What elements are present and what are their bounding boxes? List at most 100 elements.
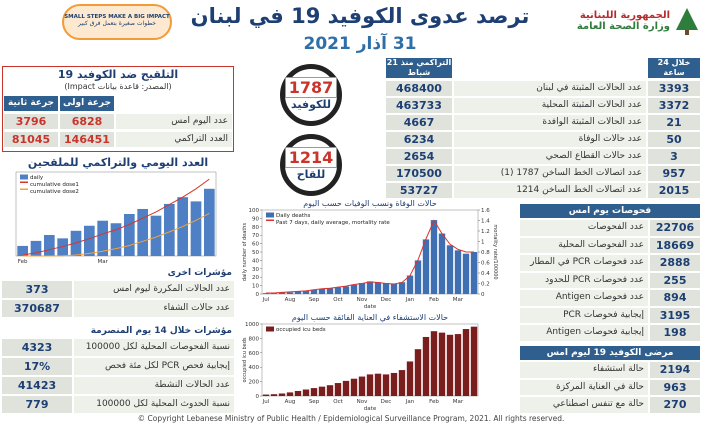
bar	[438, 332, 446, 396]
bar	[262, 293, 270, 294]
row-label: إيجابية فحص PCR لكل مئة فحص	[74, 358, 234, 375]
bar	[286, 292, 294, 294]
y2-tick-label: 0.6	[481, 261, 490, 267]
column-header: جرعة اولى	[60, 96, 114, 111]
bar	[422, 239, 430, 294]
bar	[390, 372, 398, 396]
row-label: عدد الحالات المثبتة المحلية	[454, 98, 646, 113]
x-axis-label: date	[364, 304, 377, 310]
bar	[366, 374, 374, 396]
cumulative-value: 463733	[386, 98, 452, 113]
x-tick-label: Mar	[97, 259, 108, 265]
bar	[318, 288, 326, 294]
bar	[204, 188, 215, 256]
row-label: إيجابية فحوصات Antigen	[520, 325, 648, 341]
cedar-logo	[676, 8, 698, 35]
daily-value: 50	[648, 132, 700, 147]
x-tick-label: Feb	[429, 399, 439, 405]
bar	[350, 378, 358, 396]
row-label: عدد اتصالات الخط الساخن 1214	[454, 183, 646, 198]
cumulative-value: 468400	[386, 81, 452, 96]
cumulative-value: 53727	[386, 183, 452, 198]
bar	[462, 329, 470, 396]
bar	[286, 392, 294, 396]
y-tick-label: 400	[249, 365, 260, 371]
daily-value: 3393	[648, 81, 700, 96]
bar	[278, 292, 286, 294]
row-label: عدد حالات الشفاء	[74, 300, 234, 317]
y-tick-label: 60	[252, 242, 259, 248]
row-label: عدد الفحوصات المحلية	[520, 237, 648, 253]
dose2-value: 3796	[4, 114, 58, 129]
bar	[310, 289, 318, 294]
y-tick-label: 80	[252, 225, 259, 231]
legend-swatch	[266, 219, 274, 221]
chart-title: حالات الوفاة ونسب الوفيات حسب اليوم	[303, 199, 437, 208]
page-title: ترصد عدوى الكوفيد 19 في لبنان	[190, 4, 530, 28]
legend-label: daily	[30, 175, 44, 181]
y-tick-label: 40	[252, 258, 259, 264]
cumulative-value: 170500	[386, 166, 452, 181]
x-tick-label: Mar	[453, 399, 464, 405]
bar	[422, 336, 430, 396]
y-tick-label: 800	[249, 336, 260, 342]
row-value: 779	[2, 396, 72, 413]
x-tick-label: Dec	[381, 297, 392, 303]
cumulative-value: 4667	[386, 115, 452, 130]
dose2-value: 81045	[4, 132, 58, 147]
x-tick-label: Feb	[18, 259, 28, 265]
bar	[326, 385, 334, 396]
x-tick-label: Jul	[262, 399, 270, 405]
column-header: جرعة ثانية	[4, 96, 58, 111]
row-label: عدد حالات الوفاة	[454, 132, 646, 147]
plot-area	[261, 323, 479, 397]
vaccination-chart-title: العدد اليومي والتراكمي للملقحين	[27, 156, 209, 169]
y-axis-label: daily number of deaths	[242, 223, 248, 282]
bar	[430, 220, 438, 294]
y2-tick-label: 0.8	[481, 250, 490, 256]
patients-table: حالة استشفاء 2194 حالة في العناية المركزة 9…	[520, 362, 700, 414]
daily-value: 2015	[648, 183, 700, 198]
daily-value: 3372	[648, 98, 700, 113]
plot-area	[15, 171, 217, 257]
bar	[342, 380, 350, 396]
indicators-14d-title: مؤشرات خلال 14 يوم المنصرمة	[90, 326, 232, 336]
page-date: 31 آذار 2021	[303, 34, 417, 54]
row-value: 18669	[650, 237, 700, 253]
y2-tick-label: 1.2	[481, 229, 490, 235]
row-value: 22706	[650, 220, 700, 236]
plot-area	[261, 209, 479, 295]
x-tick-label: Dec	[381, 399, 392, 405]
bar	[406, 275, 414, 294]
campaign-text: خطوات صغيرة بتعمل فرق كبير	[78, 20, 156, 27]
row-label: عدد الفحوصات	[520, 220, 648, 236]
legend-label: cumulative dose1	[30, 182, 79, 188]
row-label: نسبة الحدوث المحلية لكل 100000	[74, 396, 234, 413]
legend-label: occupied icu beds	[276, 327, 326, 333]
x-tick-label: Nov	[357, 399, 368, 405]
bar	[374, 373, 382, 396]
row-value: 370687	[2, 300, 72, 317]
dose1-value: 6828	[60, 114, 114, 129]
patients-title: مرضى الكوفيد 19 ليوم امس	[520, 346, 700, 360]
x-tick-label: Oct	[333, 297, 343, 303]
bar	[446, 334, 454, 396]
row-value: 3195	[650, 307, 700, 323]
row-value: 963	[650, 379, 700, 395]
bar	[110, 223, 122, 256]
y-tick-label: 200	[249, 380, 260, 386]
y2-tick-label: 1.6	[481, 208, 490, 214]
x-tick-label: Mar	[453, 297, 464, 303]
bar	[70, 230, 82, 256]
indicators-14d: 4323 نسبة الفحوصات المحلية لكل 100000 17% إ…	[2, 339, 234, 415]
bar	[438, 233, 446, 294]
x-tick-label: Sep	[309, 399, 320, 405]
row-label: عدد فحوصات PCR للحدود	[520, 272, 648, 288]
legend-swatch	[266, 212, 274, 218]
y-axis-label: occupied icu beds	[242, 337, 248, 382]
bar	[430, 331, 438, 396]
bar	[398, 370, 406, 396]
daily-value: 3	[648, 149, 700, 164]
y-tick-label: 0	[256, 394, 260, 400]
